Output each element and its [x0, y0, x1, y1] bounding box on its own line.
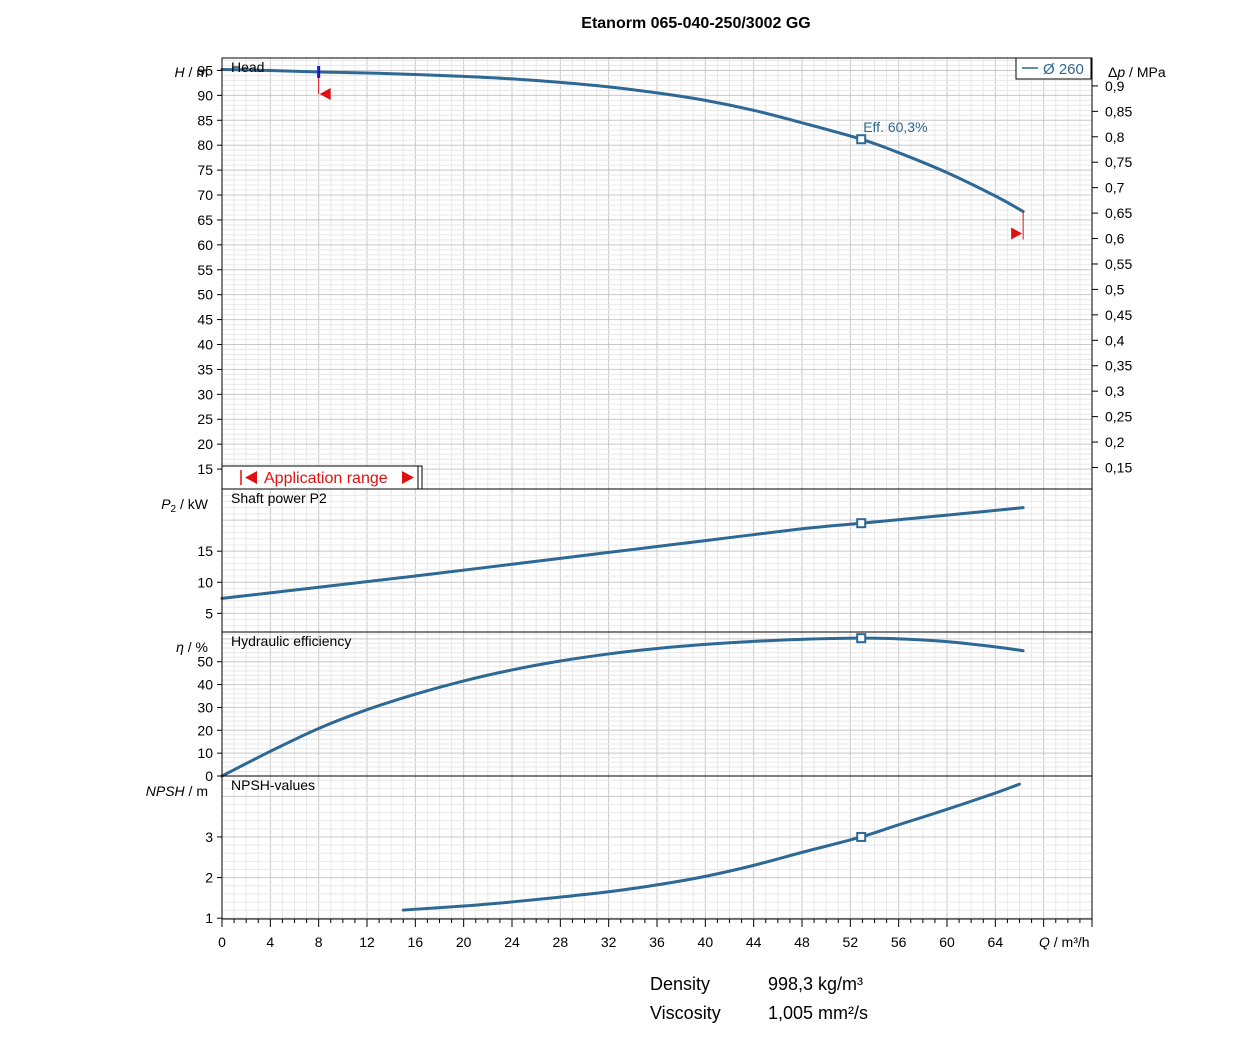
y-tick-label: 45: [197, 312, 213, 328]
y-tick-label: 30: [197, 699, 213, 715]
density-value: 998,3 kg/m³: [768, 974, 864, 994]
y-tick-label: 35: [197, 361, 213, 377]
curve-head: [220, 67, 1025, 213]
y-tick-label: 5: [205, 605, 213, 621]
x-tick-label: 36: [649, 934, 665, 950]
application-range-label: Application range: [264, 470, 388, 487]
x-tick-label: 32: [601, 934, 617, 950]
x-tick-label: 48: [794, 934, 810, 950]
operating-point-marker: [856, 134, 867, 145]
y-tick-label: 95: [197, 62, 213, 78]
right-tick-label: 0,25: [1105, 409, 1132, 425]
x-tick-label: 64: [988, 934, 1004, 950]
y-tick-label: 65: [197, 212, 213, 228]
y-tick-label: 70: [197, 187, 213, 203]
right-tick-label: 0,3: [1105, 383, 1125, 399]
right-tick-label: 0,6: [1105, 231, 1125, 247]
curve-efficiency: [220, 636, 1025, 778]
density-label: Density: [650, 974, 711, 994]
y-tick-label: 1: [205, 910, 213, 926]
curve-power: [220, 506, 1025, 600]
y-tick-label: 55: [197, 262, 213, 278]
right-tick-label: 0,4: [1105, 332, 1125, 348]
y-tick-label: 10: [197, 574, 213, 590]
y-tick-label: 10: [197, 745, 213, 761]
x-tick-label: 44: [746, 934, 762, 950]
right-tick-label: 0,65: [1105, 205, 1132, 221]
right-tick-label: 0,2: [1105, 434, 1125, 450]
right-tick-label: 0,75: [1105, 154, 1132, 170]
panel-label-head: Head: [231, 59, 264, 75]
y-tick-label: 40: [197, 337, 213, 353]
x-axis-label: Q / m³/h: [1039, 934, 1090, 950]
right-tick-label: 0,35: [1105, 358, 1132, 374]
y-axis-label-head: H / m: [175, 64, 208, 80]
y-tick-label: 50: [197, 654, 213, 670]
y-tick-label: 3: [205, 829, 213, 845]
y-tick-label: 20: [197, 436, 213, 452]
right-tick-label: 0,15: [1105, 459, 1132, 475]
y-tick-label: 15: [197, 543, 213, 559]
y-tick-label: 80: [197, 137, 213, 153]
y-tick-label: 60: [197, 237, 213, 253]
x-tick-label: 60: [939, 934, 955, 950]
curve-layer: [220, 67, 1025, 912]
x-tick-label: 40: [698, 934, 714, 950]
operating-point-marker: [856, 633, 867, 644]
right-tick-label: 0,55: [1105, 256, 1132, 272]
x-tick-label: 56: [891, 934, 907, 950]
y-axis-label-npsh: NPSH / m: [146, 783, 208, 799]
y-tick-label: 2: [205, 870, 213, 886]
y-tick-label: 85: [197, 112, 213, 128]
x-tick-label: 52: [843, 934, 859, 950]
x-tick-label: 16: [408, 934, 424, 950]
y-axis-label-power: P2 / kW: [161, 496, 209, 515]
legend-label: Ø 260: [1043, 61, 1084, 78]
y-tick-label: 25: [197, 411, 213, 427]
x-tick-label: 4: [266, 934, 274, 950]
y-tick-label: 50: [197, 287, 213, 303]
right-axis-label: Δp / MPa: [1108, 64, 1166, 80]
y-tick-label: 15: [197, 461, 213, 477]
x-tick-label: 20: [456, 934, 472, 950]
panel-label-power: Shaft power P2: [231, 490, 327, 506]
panel-label-npsh: NPSH-values: [231, 777, 315, 793]
viscosity-value: 1,005 mm²/s: [768, 1003, 869, 1023]
right-tick-label: 0,8: [1105, 129, 1125, 145]
x-tick-label: 28: [553, 934, 569, 950]
range-arrow-right-icon: [402, 471, 414, 484]
y-tick-label: 30: [197, 386, 213, 402]
x-tick-label: 8: [315, 934, 323, 950]
efficiency-annotation: Eff. 60,3%: [863, 119, 927, 135]
x-tick-label: 12: [359, 934, 375, 950]
max-flow-arrow-icon: [1011, 227, 1023, 240]
x-tick-label: 24: [504, 934, 520, 950]
operating-point-marker: [856, 831, 867, 842]
min-flow-arrow-icon: [319, 87, 331, 100]
y-tick-label: 0: [205, 768, 213, 784]
right-tick-label: 0,9: [1105, 78, 1125, 94]
y-axis-label-efficiency: η / %: [176, 639, 208, 655]
grid-layer: [221, 58, 1093, 919]
right-tick-label: 0,7: [1105, 180, 1125, 196]
right-tick-label: 0,5: [1105, 281, 1125, 297]
panel-label-efficiency: Hydraulic efficiency: [231, 633, 351, 649]
curve-npsh: [401, 782, 1021, 912]
frame-layer: [217, 57, 1098, 927]
operating-point-marker: [856, 518, 867, 529]
x-tick-label: 0: [218, 934, 226, 950]
viscosity-label: Viscosity: [650, 1003, 721, 1023]
right-tick-label: 0,85: [1105, 103, 1132, 119]
y-tick-label: 40: [197, 677, 213, 693]
y-tick-label: 20: [197, 722, 213, 738]
chart-title: Etanorm 065-040-250/3002 GG: [581, 15, 810, 32]
y-tick-label: 75: [197, 162, 213, 178]
right-tick-label: 0,45: [1105, 307, 1132, 323]
range-arrow-left-icon: [245, 471, 257, 484]
y-tick-label: 90: [197, 87, 213, 103]
